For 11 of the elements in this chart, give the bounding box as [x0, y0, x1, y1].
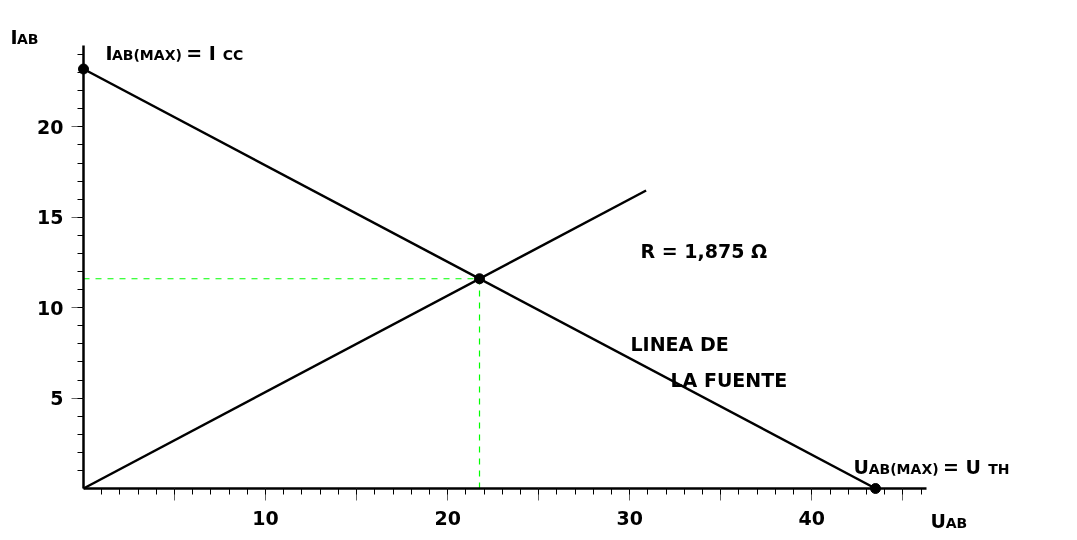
- x-tick-label: 20: [434, 506, 461, 529]
- x-axis-title: UAB: [930, 509, 968, 532]
- y-tick-label: 15: [37, 206, 64, 229]
- y-tick-label: 10: [37, 296, 64, 319]
- y-tick-label: 5: [50, 387, 64, 410]
- y-tick-label: 20: [37, 115, 64, 138]
- x-tick-label: 40: [798, 506, 826, 529]
- annotation: R = 1,875 Ω: [640, 239, 768, 262]
- x-tick-label: 30: [616, 506, 643, 529]
- y-axis-title: IAB: [10, 25, 39, 48]
- x-tick-label: 10: [252, 506, 279, 529]
